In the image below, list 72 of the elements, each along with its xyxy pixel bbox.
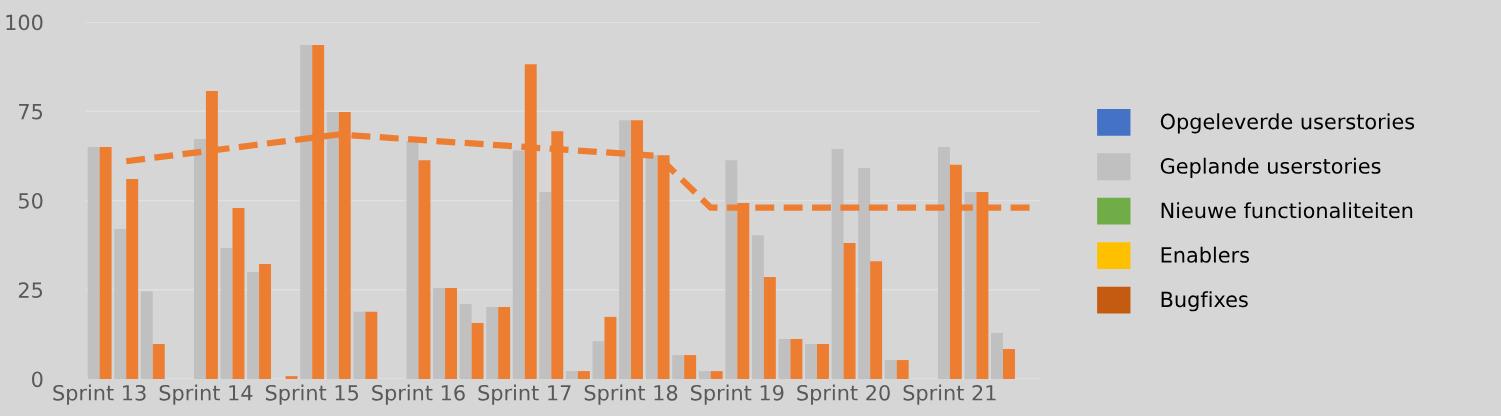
bar (99, 146, 112, 379)
bar (285, 376, 298, 379)
bar (406, 140, 419, 379)
y-tick-label: 75 (19, 104, 43, 120)
bar (831, 149, 844, 379)
bar (698, 371, 711, 379)
bar (87, 146, 100, 379)
bar (498, 306, 511, 379)
bar (896, 360, 909, 379)
bar (964, 191, 977, 379)
bar (817, 344, 829, 379)
bar (140, 291, 153, 379)
x-tick-label: Sprint 21 (903, 384, 996, 405)
bar (565, 371, 578, 379)
bar (725, 160, 738, 379)
y-tick-label: 0 (32, 371, 43, 388)
bar (232, 208, 245, 379)
bar (445, 287, 457, 379)
bar (991, 332, 1003, 379)
x-tick-label: Sprint 19 (691, 384, 784, 405)
bar (1003, 348, 1015, 379)
bar (126, 179, 139, 379)
legend-label: Enablers (1161, 246, 1249, 263)
bar (604, 316, 617, 379)
bar (710, 371, 723, 379)
bar (884, 360, 897, 379)
bar (684, 355, 697, 379)
bar (843, 242, 856, 379)
x-tick-label: Sprint 16 (372, 384, 465, 405)
bar (645, 155, 658, 379)
bar (152, 344, 165, 379)
bar (247, 271, 260, 379)
bar (220, 247, 233, 379)
bar (672, 355, 685, 379)
y-tick-label: 25 (18, 282, 43, 298)
bar (365, 311, 378, 379)
bar (259, 264, 272, 379)
x-tick-label: Sprint 14 (159, 384, 253, 405)
x-tick-label: Sprint 20 (797, 384, 890, 405)
bar (751, 235, 764, 379)
bar (858, 168, 871, 379)
bar (326, 111, 339, 379)
bar (353, 311, 366, 379)
x-tick-label: Sprint 13 (53, 384, 146, 405)
bar (433, 287, 446, 379)
legend-label: Bugfixes (1161, 291, 1248, 312)
bar (512, 150, 525, 379)
x-tick-label: Sprint 15 (265, 384, 359, 405)
x-tick-label: Sprint 18 (584, 384, 678, 405)
bar (471, 322, 484, 379)
y-tick-label: 50 (18, 192, 43, 209)
legend-label: Geplande userstories (1160, 157, 1381, 178)
bar (763, 276, 776, 379)
bar (870, 261, 883, 379)
bar (193, 139, 206, 379)
bar (790, 339, 803, 379)
y-tick-label: 100 (6, 14, 43, 31)
bar (486, 306, 499, 379)
bar (459, 304, 472, 379)
legend-label: Opgeleverde userstories (1160, 113, 1415, 134)
bar (418, 160, 431, 379)
legend-label: Nieuwe functionaliteiten (1161, 202, 1413, 219)
x-tick-label: Sprint 17 (478, 384, 571, 405)
bar (539, 191, 552, 379)
bar (778, 339, 791, 379)
bar (114, 229, 127, 379)
bar (592, 341, 605, 379)
bar (300, 44, 313, 379)
bar (937, 146, 950, 379)
bar (619, 120, 632, 379)
bar (805, 344, 818, 379)
bar (577, 371, 590, 379)
